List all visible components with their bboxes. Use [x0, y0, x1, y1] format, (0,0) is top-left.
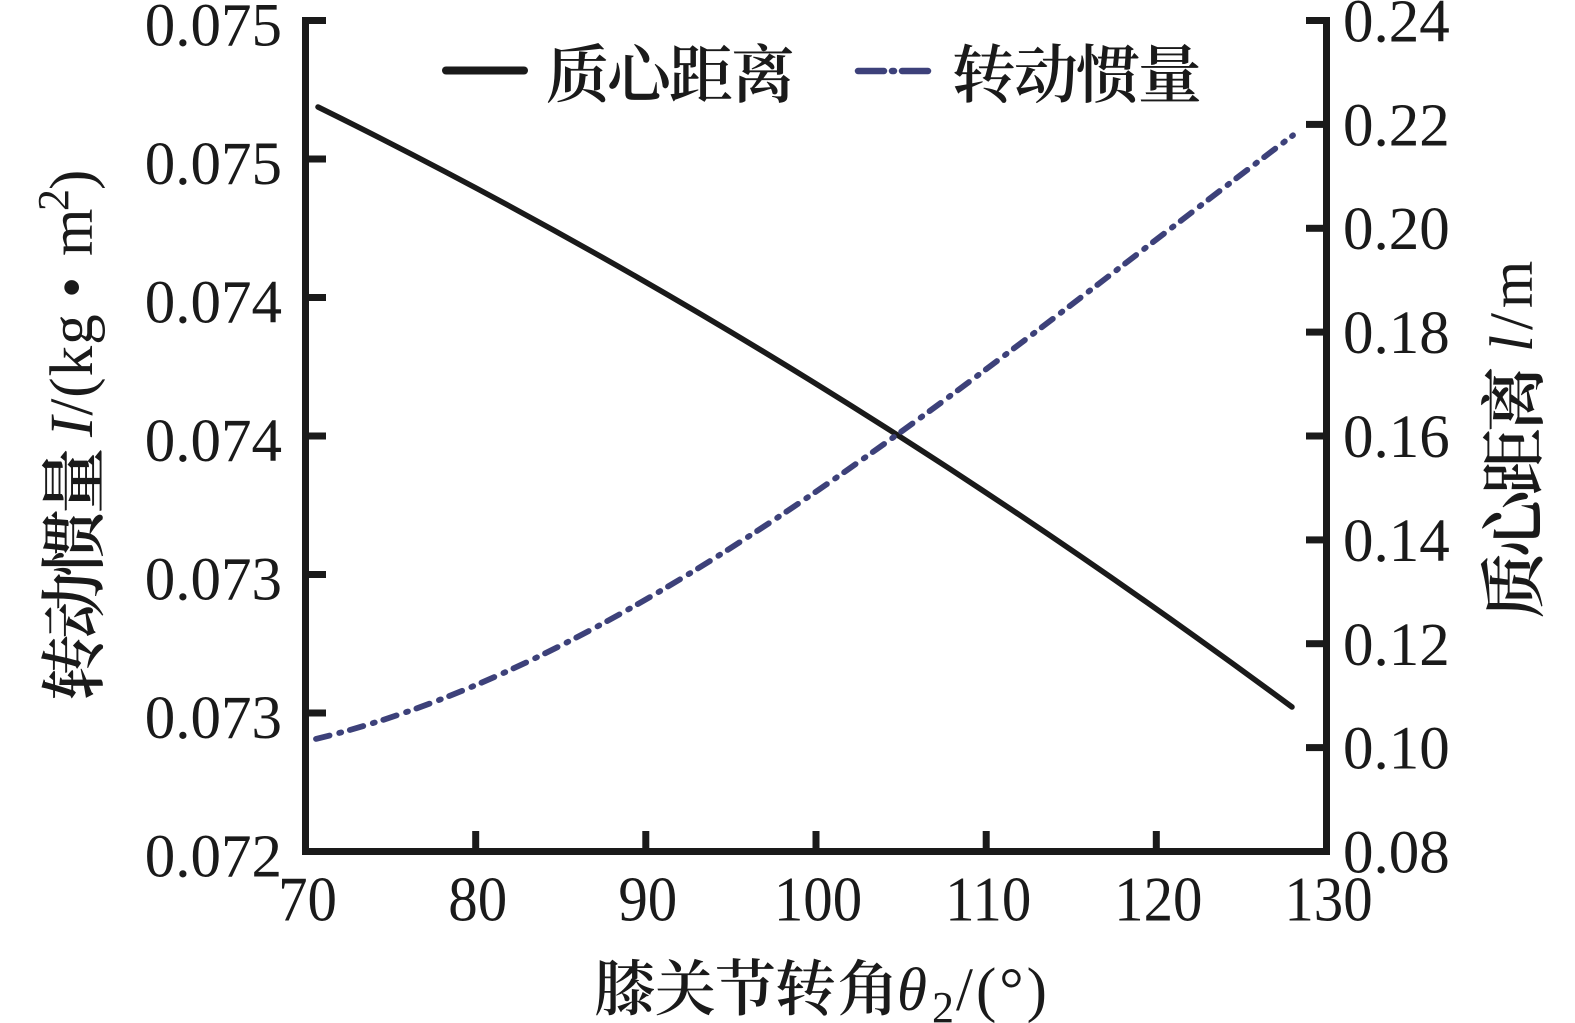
- svg-text:0.18: 0.18: [1343, 300, 1450, 367]
- svg-text:0.10: 0.10: [1343, 716, 1450, 783]
- svg-text:0.075: 0.075: [145, 0, 282, 60]
- svg-text:90: 90: [618, 864, 677, 935]
- svg-text:m: m: [39, 209, 106, 256]
- svg-text:130: 130: [1284, 864, 1372, 935]
- svg-text:/(°): /(°): [956, 957, 1050, 1023]
- svg-text:0.073: 0.073: [145, 547, 282, 614]
- svg-text:0.14: 0.14: [1343, 508, 1450, 575]
- svg-text:0.12: 0.12: [1343, 612, 1450, 679]
- svg-text:l/m: l/m: [1479, 256, 1546, 352]
- svg-text:70: 70: [278, 864, 337, 935]
- svg-text:0.075: 0.075: [145, 131, 282, 198]
- svg-text:80: 80: [448, 864, 507, 935]
- svg-text:100: 100: [774, 864, 862, 935]
- svg-text:120: 120: [1114, 864, 1202, 935]
- svg-text:θ: θ: [897, 957, 927, 1023]
- svg-text:0.072: 0.072: [145, 824, 282, 891]
- svg-text:0.20: 0.20: [1343, 196, 1450, 263]
- svg-text:I/(kg: I/(kg: [39, 313, 106, 438]
- svg-text:0.073: 0.073: [145, 685, 282, 752]
- svg-text:0.16: 0.16: [1343, 404, 1450, 471]
- svg-text:): ): [39, 170, 106, 190]
- svg-text:0.08: 0.08: [1343, 820, 1450, 887]
- svg-text:110: 110: [945, 864, 1031, 935]
- svg-text:•: •: [39, 277, 106, 298]
- svg-text:0.074: 0.074: [145, 408, 282, 475]
- svg-text:0.22: 0.22: [1343, 92, 1450, 159]
- svg-text:0.074: 0.074: [145, 270, 282, 337]
- svg-text:2: 2: [932, 983, 954, 1023]
- svg-text:2: 2: [29, 189, 78, 211]
- svg-text:0.24: 0.24: [1343, 0, 1450, 56]
